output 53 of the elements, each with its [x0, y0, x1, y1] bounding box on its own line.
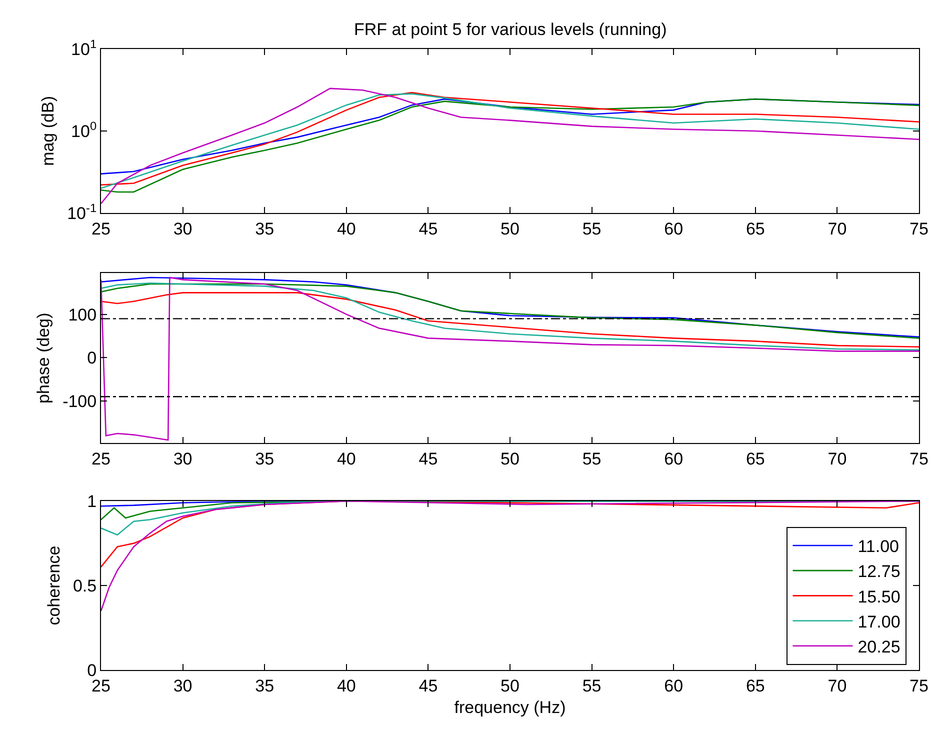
line-series: [101, 501, 919, 612]
x-tick-label: 40: [336, 676, 356, 696]
x-tick-label: 75: [910, 449, 928, 468]
y-tick-label: -100: [62, 392, 97, 411]
x-axis-title: frequency (Hz): [454, 698, 566, 717]
x-tick-label: 65: [746, 449, 765, 468]
x-tick-label: 40: [336, 219, 356, 238]
x-tick-label: 70: [828, 219, 847, 238]
x-tick-label: 30: [173, 219, 192, 238]
y-tick-label: 10$^{1}$: [71, 36, 97, 59]
x-tick-label: 45: [418, 449, 438, 468]
x-tick-label: 55: [582, 219, 602, 238]
x-tick-label: 55: [582, 449, 602, 468]
x-tick-label: 50: [500, 219, 520, 238]
y-tick-label: 1: [87, 492, 97, 512]
legend-label: 11.00: [858, 537, 900, 556]
x-tick-label: 35: [255, 449, 274, 468]
x-tick-label: 75: [910, 219, 928, 238]
x-tick-label: 75: [910, 676, 928, 696]
x-tick-label: 65: [746, 219, 765, 238]
x-tick-label: 50: [500, 676, 520, 696]
y-tick-label: 0.5: [72, 576, 97, 596]
x-tick-label: 50: [500, 449, 520, 468]
line-series: [101, 88, 919, 204]
x-tick-label: 60: [664, 676, 684, 696]
x-tick-label: 30: [173, 676, 192, 696]
line-series: [101, 276, 919, 441]
x-tick-label: 70: [828, 676, 847, 696]
x-tick-label: 55: [582, 676, 602, 696]
x-tick-label: 35: [255, 219, 274, 238]
x-tick-label: 60: [664, 219, 684, 238]
x-tick-label: 45: [418, 219, 438, 238]
x-tick-label: 45: [418, 676, 438, 696]
y-tick-label: 100: [68, 305, 97, 324]
legend-label: 17.00: [858, 612, 900, 632]
y-tick-label: 10$^{0}$: [71, 118, 97, 141]
x-tick-label: 60: [664, 449, 684, 468]
legend-label: 20.25: [858, 638, 900, 657]
y-axis-title: phase (deg): [34, 312, 54, 404]
y-tick-label: 0: [87, 348, 97, 368]
y-axis-title: coherence: [44, 546, 64, 626]
x-tick-label: 70: [828, 449, 847, 468]
x-tick-label: 25: [92, 449, 110, 468]
line-series: [101, 282, 919, 351]
line-series: [101, 292, 919, 348]
x-tick-label: 35: [255, 676, 274, 696]
legend-label: 12.75: [858, 562, 900, 582]
legend-label: 15.50: [858, 587, 900, 606]
x-tick-label: 40: [336, 449, 356, 468]
x-tick-label: 30: [173, 449, 192, 468]
y-axis-title: mag (dB): [38, 96, 58, 166]
x-tick-label: 65: [746, 676, 765, 696]
chart-title: FRF at point 5 for various levels (running): [354, 20, 667, 39]
